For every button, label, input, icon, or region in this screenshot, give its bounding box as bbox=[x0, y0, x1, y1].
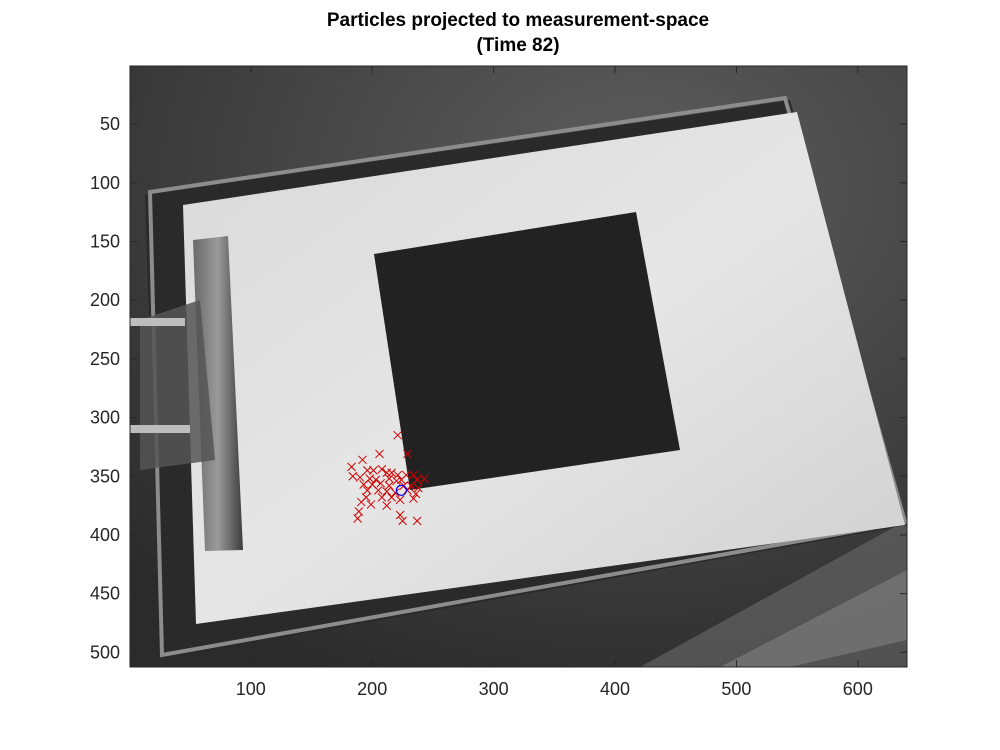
background-image bbox=[130, 66, 907, 667]
particle-marker bbox=[384, 481, 394, 490]
x-tick-label: 300 bbox=[479, 679, 509, 699]
particle-marker bbox=[355, 473, 365, 482]
particle-marker bbox=[359, 480, 369, 489]
particle-marker bbox=[390, 488, 400, 498]
axes-frame bbox=[129, 65, 908, 668]
particle-marker bbox=[413, 483, 423, 493]
y-tick-label: 500 bbox=[90, 642, 120, 662]
particle-marker bbox=[375, 449, 384, 459]
particle-marker bbox=[393, 430, 403, 440]
particle-marker bbox=[366, 500, 376, 509]
particle-marker bbox=[384, 474, 394, 483]
x-tick-label: 100 bbox=[236, 679, 266, 699]
particle-marker bbox=[382, 501, 392, 510]
particle-marker bbox=[356, 497, 366, 507]
particle-marker bbox=[362, 466, 372, 475]
x-tick-label: 200 bbox=[357, 679, 387, 699]
particle-marker bbox=[412, 516, 422, 526]
y-tick-label: 350 bbox=[90, 466, 120, 486]
particle-marker bbox=[395, 510, 405, 520]
y-tick-label: 300 bbox=[90, 408, 120, 428]
particle-marker bbox=[409, 470, 418, 480]
particle-marker bbox=[409, 494, 418, 503]
particle-marker bbox=[347, 462, 356, 472]
particle-marker bbox=[348, 471, 358, 481]
y-tick-label: 250 bbox=[90, 349, 120, 369]
particle-marker bbox=[403, 449, 412, 459]
particle-marker bbox=[376, 478, 386, 488]
y-tick-label: 50 bbox=[100, 114, 120, 134]
particle-marker bbox=[411, 489, 421, 499]
x-tick-label: 500 bbox=[721, 679, 751, 699]
y-tick-label: 100 bbox=[90, 173, 120, 193]
particle-marker bbox=[387, 468, 396, 478]
measurement-marker bbox=[395, 484, 407, 496]
particle-marker bbox=[369, 466, 378, 475]
y-tick-label: 450 bbox=[90, 584, 120, 604]
y-tick-label: 200 bbox=[90, 290, 120, 310]
particle-markers bbox=[347, 430, 429, 526]
chart-title-line2: (Time 82) bbox=[476, 35, 559, 56]
particle-marker bbox=[373, 485, 383, 495]
particle-marker bbox=[387, 493, 396, 502]
particle-marker bbox=[420, 474, 429, 483]
particle-marker bbox=[406, 481, 416, 490]
particle-marker bbox=[395, 495, 405, 505]
particle-marker bbox=[354, 507, 364, 516]
particle-marker bbox=[362, 485, 372, 495]
particle-marker bbox=[358, 455, 367, 465]
particle-marker bbox=[377, 464, 387, 474]
particle-marker bbox=[377, 493, 387, 502]
y-tick-label: 150 bbox=[90, 231, 120, 251]
particle-marker bbox=[403, 485, 412, 495]
y-axis-ticks: 50 100 150 200 250 300 350 400 450 500 bbox=[90, 114, 907, 662]
chart-title-line1: Particles projected to measurement-space bbox=[327, 10, 709, 31]
particle-marker bbox=[382, 487, 392, 496]
particle-marker bbox=[371, 475, 381, 485]
x-tick-label: 400 bbox=[600, 679, 630, 699]
y-tick-label: 400 bbox=[90, 525, 120, 545]
particle-marker bbox=[396, 475, 406, 485]
particle-marker bbox=[398, 516, 407, 526]
x-axis-ticks: 100 200 300 400 500 600 bbox=[236, 66, 873, 699]
particle-marker bbox=[353, 514, 362, 523]
x-tick-label: 600 bbox=[843, 679, 873, 699]
